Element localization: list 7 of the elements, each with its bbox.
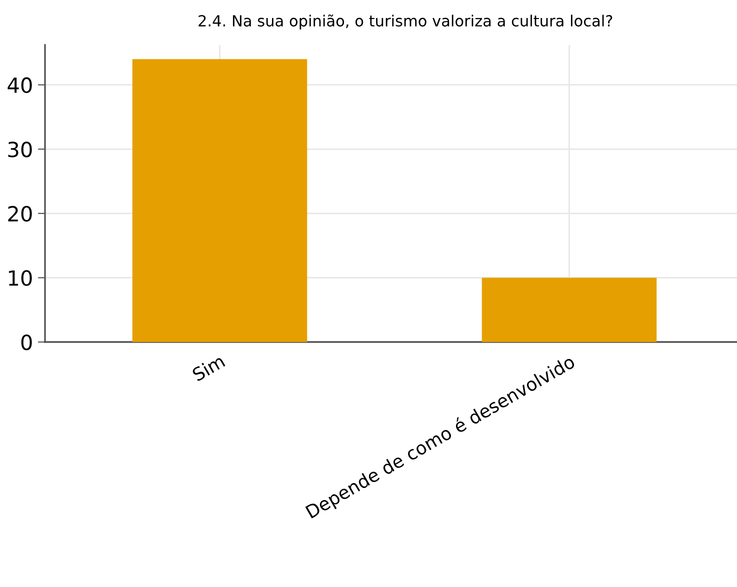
- y-tick-label: 10: [8, 270, 32, 286]
- x-tick-label: Sim: [191, 354, 226, 382]
- y-tick-label: 20: [8, 206, 32, 222]
- y-tick-label: 0: [21, 334, 32, 350]
- y-tick-label: 30: [8, 142, 32, 158]
- y-tick-label: 40: [8, 77, 32, 94]
- chart-title: 2.4. Na sua opinião, o turismo valoriza a cultura local?: [198, 14, 612, 30]
